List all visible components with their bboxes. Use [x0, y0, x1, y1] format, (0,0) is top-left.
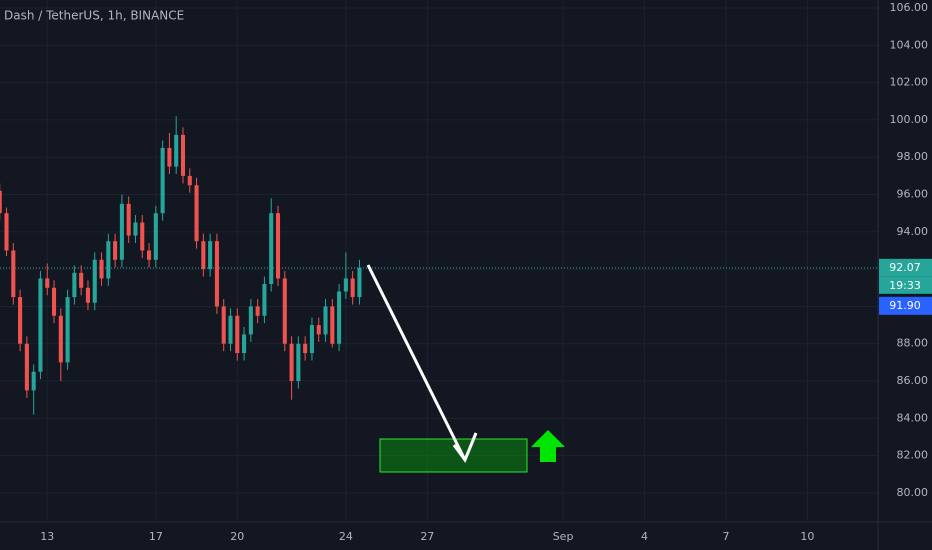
candle-body: [106, 241, 111, 279]
candle-body: [58, 315, 63, 363]
candle-body: [343, 278, 348, 292]
candle-body: [167, 147, 172, 167]
y-tick-label: 106.00: [890, 1, 929, 14]
candle-body: [85, 287, 90, 303]
candles: [0, 116, 362, 415]
candle-body: [309, 325, 314, 354]
axes: 80.0082.0084.0086.0088.0090.0092.0094.00…: [40, 1, 932, 543]
arrow-line: [366, 264, 467, 461]
candle-body: [248, 306, 253, 335]
x-tick-label: 10: [800, 530, 814, 543]
x-tick-label: 13: [40, 530, 54, 543]
candle-body: [72, 272, 77, 298]
y-tick-label: 82.00: [897, 449, 929, 462]
candle-body: [323, 306, 328, 335]
candle-body: [282, 278, 287, 344]
y-tick-label: 102.00: [890, 76, 929, 89]
candle-body: [119, 203, 124, 260]
y-tick-label: 88.00: [897, 337, 929, 350]
candle-body: [228, 315, 233, 344]
countdown-label: 19:33: [889, 279, 921, 292]
chart-title: Dash / TetherUS, 1h, BINANCE: [4, 9, 184, 23]
y-tick-label: 104.00: [890, 38, 929, 51]
mark-price-box: [879, 296, 932, 315]
y-tick-label: 98.00: [897, 150, 929, 163]
x-tick-label: 17: [149, 530, 163, 543]
y-tick-label: 100.00: [890, 113, 929, 126]
candle-body: [180, 134, 186, 176]
candle-body: [262, 284, 267, 316]
candle-body: [303, 343, 308, 354]
candle-body: [0, 190, 2, 214]
candle-body: [296, 343, 301, 382]
candle-body: [357, 267, 362, 298]
candle-body: [242, 334, 247, 354]
candle-body: [160, 147, 165, 214]
candle-body: [330, 306, 335, 344]
arrow-head: [452, 432, 478, 464]
x-tick-label: 7: [722, 530, 729, 543]
candle-body: [113, 241, 118, 260]
candle-body: [255, 306, 260, 316]
candle-body: [174, 134, 179, 167]
mark-price-label: 91.90: [889, 299, 921, 312]
candle-body: [337, 291, 342, 344]
grid: [0, 0, 878, 520]
drawings: [366, 264, 565, 473]
y-tick-label: 84.00: [897, 411, 929, 424]
candle-body: [201, 241, 206, 270]
candle-body: [133, 222, 138, 236]
candle-body: [208, 241, 213, 270]
x-tick-label: 4: [641, 530, 648, 543]
candle-body: [92, 259, 97, 303]
candle-body: [214, 241, 219, 307]
candle-body: [126, 203, 131, 236]
up-arrow: [531, 430, 565, 462]
target-zone: [379, 438, 528, 473]
candle-body: [18, 297, 23, 344]
y-tick-label: 94.00: [897, 225, 929, 238]
candle-body: [275, 213, 281, 279]
candle-body: [187, 175, 192, 186]
x-tick-label: 24: [339, 530, 353, 543]
candle-body: [140, 222, 145, 251]
candle-body: [45, 278, 50, 288]
y-tick-label: 80.00: [897, 486, 929, 499]
countdown-box: [879, 276, 932, 294]
candle-body: [147, 250, 152, 260]
candle-body: [221, 306, 226, 344]
candle-body: [269, 213, 274, 285]
candle-body: [350, 278, 355, 298]
candle-body: [79, 272, 84, 288]
x-tick-label: Sep: [553, 530, 574, 543]
candle-body: [235, 315, 240, 354]
candle-body: [316, 325, 321, 335]
candle-body: [194, 185, 199, 242]
y-tick-label: 96.00: [897, 188, 929, 201]
candle-body: [99, 259, 104, 279]
candle-body: [289, 343, 294, 382]
last-price-box: [879, 258, 932, 277]
candle-body: [153, 213, 158, 260]
x-tick-label: 27: [420, 530, 434, 543]
candle-body: [65, 297, 70, 363]
candle-body: [24, 343, 29, 391]
candle-body: [38, 278, 43, 372]
candle-body: [51, 287, 57, 316]
candle-body: [31, 371, 36, 391]
candle-body: [11, 250, 16, 298]
y-tick-label: 86.00: [897, 374, 929, 387]
x-tick-label: 20: [230, 530, 244, 543]
candle-body: [4, 213, 9, 251]
last-price-label: 92.07: [889, 261, 921, 274]
